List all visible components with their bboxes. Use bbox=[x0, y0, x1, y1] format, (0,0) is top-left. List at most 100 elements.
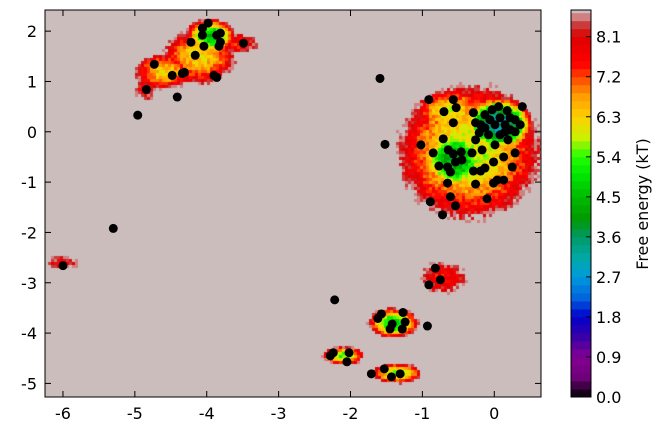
colorbar-band bbox=[571, 44, 591, 54]
data-point bbox=[330, 295, 340, 305]
colorbar-band bbox=[571, 332, 591, 342]
data-point bbox=[490, 140, 500, 150]
data-point bbox=[108, 223, 118, 233]
data-point bbox=[379, 364, 389, 374]
data-point bbox=[468, 108, 478, 118]
colorbar-band bbox=[571, 204, 591, 214]
data-point bbox=[480, 123, 490, 133]
colorbar-band bbox=[571, 372, 591, 382]
data-point bbox=[167, 70, 177, 80]
colorbar-band bbox=[571, 164, 591, 174]
data-point bbox=[503, 135, 513, 145]
colorbar-band bbox=[571, 268, 591, 278]
data-point bbox=[484, 130, 494, 140]
x-tick-label: 0 bbox=[489, 404, 499, 423]
data-point bbox=[190, 50, 200, 60]
data-point bbox=[344, 348, 354, 358]
colorbar-band bbox=[571, 276, 591, 286]
data-point bbox=[482, 194, 492, 204]
data-point bbox=[471, 135, 481, 145]
data-point bbox=[342, 357, 352, 367]
colorbar-band bbox=[571, 28, 591, 38]
colorbar-band bbox=[571, 316, 591, 326]
colorbar-band bbox=[571, 116, 591, 126]
data-point bbox=[424, 280, 434, 290]
data-point bbox=[468, 166, 478, 176]
colorbar-band bbox=[571, 324, 591, 334]
colorbar-band bbox=[571, 52, 591, 62]
colorbar-band bbox=[571, 188, 591, 198]
colorbar-band bbox=[571, 308, 591, 318]
data-point bbox=[448, 118, 458, 128]
colorbar bbox=[571, 10, 591, 398]
colorbar-band bbox=[571, 124, 591, 134]
data-point bbox=[141, 85, 151, 95]
colorbar-band bbox=[571, 364, 591, 374]
colorbar-band bbox=[571, 92, 591, 102]
data-point bbox=[507, 162, 517, 172]
x-tick-label: -3 bbox=[271, 404, 287, 423]
colorbar-band bbox=[571, 220, 591, 230]
data-point bbox=[445, 192, 455, 202]
x-tick-label: -1 bbox=[414, 404, 430, 423]
colorbar-band bbox=[571, 380, 591, 390]
y-tick-label: -1 bbox=[21, 173, 37, 192]
colorbar-tick-label: 6.3 bbox=[596, 108, 621, 127]
data-point bbox=[434, 161, 444, 171]
y-tick-label: 1 bbox=[27, 72, 37, 91]
colorbar-band bbox=[571, 300, 591, 310]
data-point bbox=[400, 317, 410, 327]
data-point bbox=[487, 105, 497, 115]
data-point bbox=[448, 149, 458, 159]
data-point bbox=[500, 120, 510, 130]
colorbar-band bbox=[571, 100, 591, 110]
colorbar-frame bbox=[570, 9, 592, 398]
colorbar-band bbox=[571, 356, 591, 366]
colorbar-band bbox=[571, 140, 591, 150]
colorbar-band bbox=[571, 156, 591, 166]
colorbar-band bbox=[571, 228, 591, 238]
data-point bbox=[510, 127, 520, 137]
colorbar-band bbox=[571, 132, 591, 142]
colorbar-band bbox=[571, 76, 591, 86]
y-tick-label: 0 bbox=[27, 123, 37, 142]
colorbar-band bbox=[571, 180, 591, 190]
data-point bbox=[499, 152, 509, 162]
colorbar-band bbox=[571, 108, 591, 118]
data-point bbox=[422, 321, 432, 331]
colorbar-band bbox=[571, 10, 591, 14]
x-tick-label: -5 bbox=[127, 404, 143, 423]
data-point bbox=[467, 148, 477, 158]
colorbar-tick-label: 1.8 bbox=[596, 308, 621, 327]
data-point bbox=[480, 163, 490, 173]
colorbar-tick-label: 2.7 bbox=[596, 268, 621, 287]
data-point bbox=[471, 179, 481, 189]
data-point bbox=[398, 307, 408, 317]
y-tick-label: -2 bbox=[21, 223, 37, 242]
data-point bbox=[510, 148, 520, 158]
colorbar-band bbox=[571, 252, 591, 262]
data-point bbox=[425, 197, 435, 207]
data-point bbox=[416, 140, 426, 150]
data-point bbox=[457, 155, 467, 165]
colorbar-band bbox=[571, 20, 591, 30]
y-tick-label: -3 bbox=[21, 274, 37, 293]
data-point bbox=[397, 324, 407, 334]
data-point bbox=[502, 106, 512, 116]
colorbar-tick-label: 5.4 bbox=[596, 148, 621, 167]
colorbar-band bbox=[571, 348, 591, 358]
data-point bbox=[428, 148, 438, 158]
data-point bbox=[438, 210, 448, 220]
colorbar-band bbox=[571, 260, 591, 270]
colorbar-tick-label: 4.5 bbox=[596, 188, 621, 207]
x-tick-label: -4 bbox=[199, 404, 215, 423]
colorbar-band bbox=[571, 284, 591, 294]
colorbar-band bbox=[571, 60, 591, 70]
colorbar-ticks: 0.0 0.9 1.8 2.7 3.6 4.5 5.4 6.3 7.2 8.1 bbox=[586, 28, 621, 407]
colorbar-band bbox=[571, 172, 591, 182]
data-point bbox=[375, 73, 385, 83]
colorbar-tick-label: 7.2 bbox=[596, 68, 621, 87]
data-point bbox=[385, 324, 395, 334]
colorbar-band bbox=[571, 236, 591, 246]
